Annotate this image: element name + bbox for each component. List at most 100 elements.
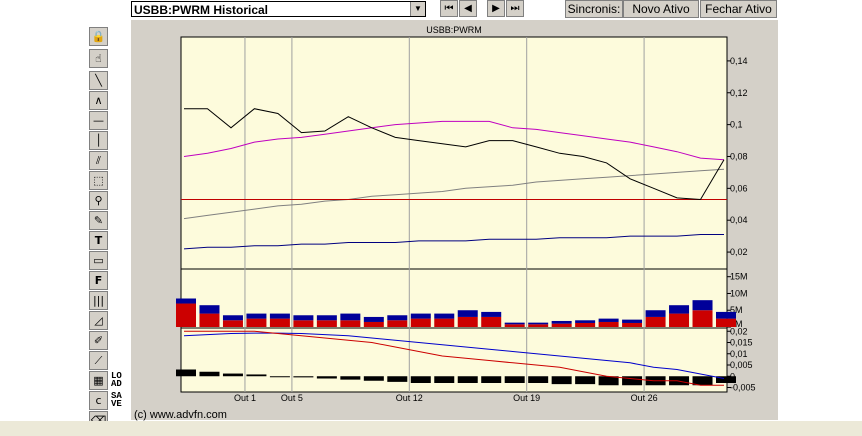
indicator-bar <box>293 376 314 378</box>
volume-bar <box>716 318 736 327</box>
lock-icon[interactable]: 🔒 <box>89 27 108 46</box>
volume-bar <box>669 305 690 314</box>
volume-bar <box>316 315 337 321</box>
grid-icon[interactable]: ▦ <box>89 371 108 390</box>
text-tool-button[interactable]: T <box>89 231 108 250</box>
symbol-select-value: USBB:PWRM Historical <box>134 3 269 17</box>
volume-bar <box>269 318 290 327</box>
volume-bar <box>481 311 502 317</box>
volume-bar <box>434 318 455 327</box>
volume-bar <box>598 321 619 327</box>
first-button[interactable]: ⏮ <box>440 0 458 17</box>
volume-bar <box>222 315 243 321</box>
volume-bar <box>340 313 361 321</box>
dotted-box-icon[interactable]: ⬚ <box>89 171 108 190</box>
y-tick-label: -0,005 <box>730 383 756 393</box>
volume-bar <box>692 300 713 311</box>
symbol-select[interactable]: USBB:PWRM Historical ▼ <box>131 1 426 17</box>
pen-icon[interactable]: ✎ <box>89 211 108 230</box>
volume-bar <box>410 313 431 319</box>
fan-icon[interactable]: ◿ <box>89 311 108 330</box>
indicator-bar <box>199 371 220 377</box>
price-line <box>184 108 725 201</box>
ma-longest-line <box>183 234 724 250</box>
y-tick-label: 0,005 <box>730 360 753 370</box>
x-tick-label: Out 12 <box>396 393 423 403</box>
volume-bar <box>528 324 549 327</box>
y-tick-label: 0,06 <box>730 183 748 193</box>
volume-bar <box>176 298 196 304</box>
fibonacci-tool-button[interactable]: F <box>89 271 108 290</box>
y-tick-label: 0,02 <box>730 326 748 336</box>
volume-bar <box>598 318 619 322</box>
indicator-bar <box>387 376 408 382</box>
diagonal-lines-icon[interactable]: ⟋ <box>89 351 108 370</box>
indicator-bar <box>598 376 619 386</box>
y-tick-label: 0,015 <box>730 338 753 348</box>
volume-bar <box>622 322 643 327</box>
step-back-icon: ◀ <box>464 3 472 14</box>
volume-bar <box>199 305 220 314</box>
hand-icon[interactable]: ☝ <box>89 49 108 68</box>
vertical-line-icon[interactable]: │ <box>89 131 108 150</box>
y-tick-label: 15M <box>730 272 748 282</box>
zoom-icon[interactable]: ⚲ <box>89 191 108 210</box>
ma-long-line <box>183 168 725 220</box>
volume-bar <box>551 320 572 324</box>
volume-bar <box>176 303 196 327</box>
indicator-bar <box>481 376 502 383</box>
indicator-bar <box>692 376 713 386</box>
fibonacci-icon: F <box>94 274 103 287</box>
close-asset-button[interactable]: Fechar Ativo <box>700 0 777 18</box>
new-asset-button[interactable]: Novo Ativo <box>623 0 699 18</box>
indicator-bar <box>504 376 525 383</box>
cursor-icon[interactable]: c <box>89 391 108 410</box>
volume-bar <box>246 313 267 319</box>
x-tick-label: Out 5 <box>281 393 303 403</box>
y-tick-label: 0,14 <box>730 56 748 66</box>
volume-bar <box>716 311 736 319</box>
status-bar <box>0 421 862 436</box>
volume-bar <box>293 320 314 327</box>
edit-icon[interactable]: ✐ <box>89 331 108 350</box>
save-button[interactable]: SAVE <box>111 391 122 409</box>
y-tick-label: 0,1 <box>730 120 743 130</box>
volume-bar <box>410 318 431 327</box>
next-button[interactable]: ▶ <box>487 0 505 17</box>
rectangle-icon[interactable]: ▭ <box>89 251 108 270</box>
prev-button[interactable]: ◀ <box>459 0 477 17</box>
horizontal-line-icon[interactable]: — <box>89 111 108 130</box>
volume-bar <box>269 313 290 319</box>
load-button[interactable]: LOAD <box>111 371 122 389</box>
indicator-bar <box>575 376 596 385</box>
indicator-bar <box>340 376 361 380</box>
volume-bar <box>528 322 549 325</box>
step-forward-icon: ▶ <box>492 3 500 14</box>
volume-bar <box>645 310 666 317</box>
volume-bar <box>363 316 384 322</box>
sync-button[interactable]: Sincronis: <box>565 0 623 18</box>
y-tick-label: 0,01 <box>730 349 748 359</box>
last-button[interactable]: ⏭ <box>506 0 524 17</box>
volume-bar <box>481 316 502 327</box>
line-icon[interactable]: ╲ <box>89 71 108 90</box>
volume-bar <box>387 315 408 321</box>
skip-back-icon: ⏮ <box>444 3 454 14</box>
volume-bar <box>363 321 384 327</box>
parallel-lines-icon[interactable]: ⫽ <box>89 151 108 170</box>
x-tick-label: Out 1 <box>234 393 256 403</box>
vertical-bars-icon[interactable]: ||| <box>89 291 108 310</box>
y-tick-label: 0,12 <box>730 88 748 98</box>
plot-area <box>180 36 728 393</box>
volume-bar <box>246 318 267 327</box>
volume-bar <box>434 313 455 319</box>
chevron-down-icon[interactable]: ▼ <box>410 2 425 16</box>
y-tick-label: 0M <box>730 319 743 329</box>
angle-icon[interactable]: ∧ <box>89 91 108 110</box>
indicator-bar <box>528 376 549 383</box>
indicator-bar <box>176 369 196 377</box>
volume-bar <box>551 323 572 327</box>
volume-bar <box>293 315 314 321</box>
indicator-bar <box>457 376 478 383</box>
